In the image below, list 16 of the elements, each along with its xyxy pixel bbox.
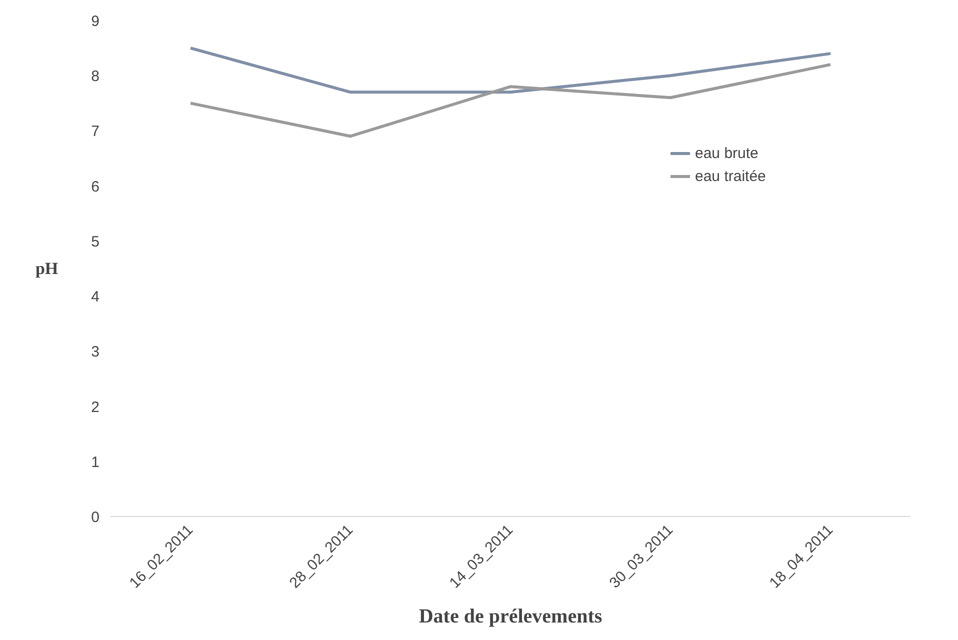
legend-label: eau traitée: [695, 168, 766, 184]
y-tick-label: 8: [91, 68, 100, 86]
y-tick-label: 4: [91, 288, 100, 306]
y-tick-label: 6: [91, 178, 100, 196]
y-tick-label: 3: [91, 344, 100, 361]
y-tick-label: 2: [91, 398, 100, 416]
y-tick-label: 7: [91, 123, 100, 140]
y-tick-label: 9: [91, 13, 100, 30]
line-series: [189, 63, 832, 138]
legend-label: eau brute: [695, 144, 758, 162]
y-tick-label: 5: [91, 233, 100, 250]
y-tick-label: 0: [91, 509, 100, 526]
x-axis-title: Date de prélevements: [418, 606, 602, 628]
line-series: [189, 46, 832, 94]
y-axis-title: pH: [35, 259, 58, 278]
y-tick-label: 1: [91, 454, 100, 471]
